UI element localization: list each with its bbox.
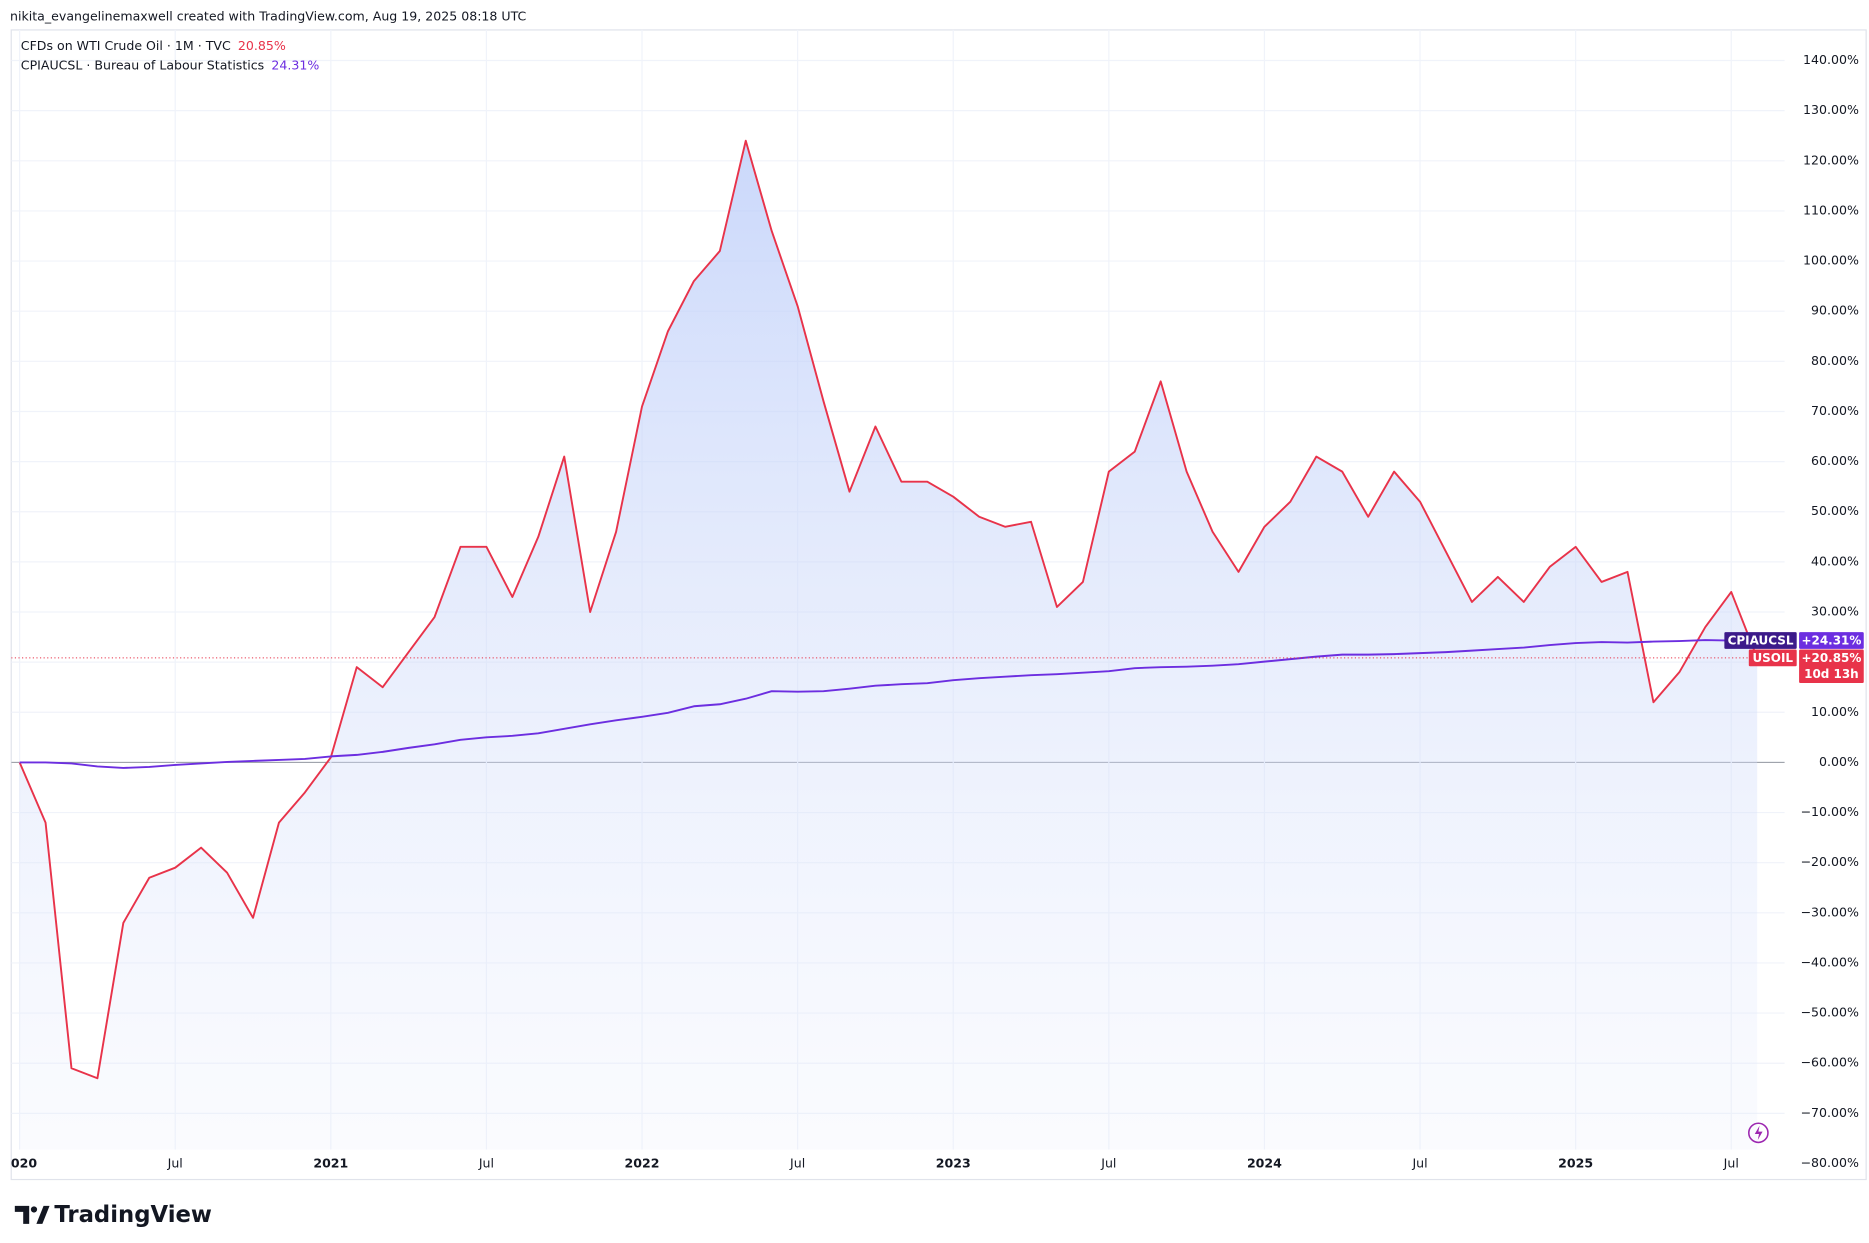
logo xyxy=(14,1205,50,1224)
y-tick-label: 30.00% xyxy=(1811,604,1859,619)
series-line xyxy=(18,139,1759,1080)
value-badge xyxy=(1799,632,1864,649)
y-tick-label: −30.00% xyxy=(1801,904,1859,919)
symbol-label: CPIAUCSL xyxy=(1728,634,1794,648)
series-line xyxy=(19,639,1732,769)
y-tick-label: 50.00% xyxy=(1811,503,1859,518)
y-tick-label: 100.00% xyxy=(1803,253,1859,268)
symbol-label: USOIL xyxy=(1752,651,1793,665)
y-tick-label: 110.00% xyxy=(1803,202,1859,217)
y-tick-label: −20.00% xyxy=(1801,854,1859,869)
brand: TradingView xyxy=(54,1202,212,1228)
x-tick-label: Jul xyxy=(1100,1155,1116,1170)
x-tick-label: 2020 xyxy=(2,1155,37,1170)
legend-entry: CFDs on WTI Crude Oil · 1M · TVC xyxy=(21,38,231,53)
axis-value-label: +20.85% xyxy=(1801,651,1861,665)
y-tick-label: −40.00% xyxy=(1801,954,1859,969)
y-tick-label: 140.00% xyxy=(1803,52,1859,67)
y-tick-label: 0.00% xyxy=(1819,754,1859,769)
legend-value: 24.31% xyxy=(271,57,319,72)
x-tick-label: Jul xyxy=(167,1155,183,1170)
x-tick-label: Jul xyxy=(478,1155,494,1170)
legend-value: 20.85% xyxy=(238,38,286,53)
y-tick-label: 80.00% xyxy=(1811,353,1859,368)
x-tick-label: Jul xyxy=(789,1155,805,1170)
area-fill xyxy=(19,140,1758,1150)
x-tick-label: 2021 xyxy=(313,1155,348,1170)
left-mask xyxy=(0,1149,11,1179)
x-tick-label: 2023 xyxy=(936,1155,971,1170)
x-tick-label: 2025 xyxy=(1558,1155,1593,1170)
x-tick-label: Jul xyxy=(1723,1155,1739,1170)
y-tick-label: −50.00% xyxy=(1801,1005,1859,1020)
value-badge xyxy=(1799,649,1864,684)
axis-value-label: +24.31% xyxy=(1801,634,1861,648)
y-tick-label: 40.00% xyxy=(1811,553,1859,568)
x-tick-label: Jul xyxy=(1411,1155,1427,1170)
y-tick-label: 90.00% xyxy=(1811,303,1859,318)
y-tick-label: −60.00% xyxy=(1801,1055,1859,1070)
y-tick-label: 60.00% xyxy=(1811,453,1859,468)
y-tick-label: −80.00% xyxy=(1801,1155,1859,1170)
y-tick-label: 70.00% xyxy=(1811,403,1859,418)
symbol-badge xyxy=(1724,632,1797,649)
header-text: nikita_evangelinemaxwell created with Tr… xyxy=(10,8,527,23)
countdown-label: 10d 13h xyxy=(1804,667,1859,681)
x-tick-label: 2024 xyxy=(1247,1155,1282,1170)
y-tick-label: 10.00% xyxy=(1811,704,1859,719)
alert-icon[interactable] xyxy=(1748,1122,1769,1144)
chart-frame xyxy=(10,29,1867,1181)
y-tick-label: −10.00% xyxy=(1801,804,1859,819)
y-tick-label: 130.00% xyxy=(1803,102,1859,117)
symbol-badge xyxy=(1748,649,1797,667)
y-tick-label: −70.00% xyxy=(1801,1105,1859,1120)
legend-entry: CPIAUCSL · Bureau of Labour Statistics xyxy=(21,57,264,72)
y-tick-label: 120.00% xyxy=(1803,152,1859,167)
x-tick-label: 2022 xyxy=(625,1155,660,1170)
alert-bolt xyxy=(1754,1125,1763,1141)
